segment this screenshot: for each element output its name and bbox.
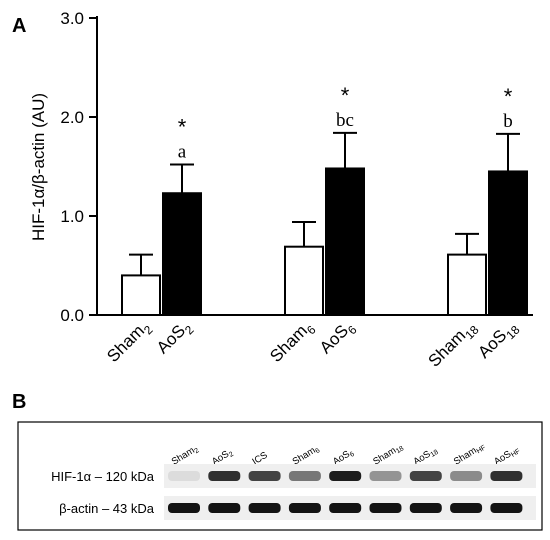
significance-star: * bbox=[504, 84, 513, 109]
blot-band bbox=[248, 471, 281, 481]
x-tick-label: Sham6 bbox=[266, 316, 319, 369]
bar bbox=[488, 170, 528, 316]
bar bbox=[162, 192, 202, 316]
blot-band bbox=[208, 503, 241, 513]
blot-band bbox=[288, 503, 321, 513]
blot-band bbox=[369, 503, 402, 513]
x-tick-label: AoS2 bbox=[153, 316, 197, 360]
blot-band bbox=[329, 503, 362, 513]
panel-b-label: B bbox=[12, 391, 26, 413]
bar bbox=[325, 167, 365, 316]
blot-band bbox=[168, 471, 200, 481]
blot-band bbox=[369, 471, 402, 481]
bar-chart: 0.01.02.03.0 HIF-1α/β-actin (AU) *a*bc*b… bbox=[29, 9, 533, 373]
x-tick-label: Sham18 bbox=[425, 316, 482, 373]
western-blot: Sham2 AoS2 ICS Sham6 AoS6 Sham18 AoS18 ShamHF Ao… bbox=[51, 444, 536, 520]
significance-star: * bbox=[341, 83, 350, 108]
x-tick-label: AoS18 bbox=[474, 316, 523, 365]
blot-band bbox=[450, 471, 483, 481]
y-axis-label: HIF-1α/β-actin (AU) bbox=[29, 93, 48, 241]
blot-band bbox=[450, 503, 483, 513]
y-tick-label: 3.0 bbox=[60, 9, 84, 28]
x-axis-labels: Sham2AoS2Sham6AoS6Sham18AoS18ShamHFAoSHF bbox=[103, 316, 523, 373]
significance-star: * bbox=[178, 115, 187, 140]
bar bbox=[447, 253, 487, 316]
blot-band bbox=[409, 471, 442, 481]
bar bbox=[121, 274, 161, 316]
blot-band bbox=[490, 503, 523, 513]
bar bbox=[284, 245, 324, 316]
x-tick-label: Sham2 bbox=[103, 316, 156, 369]
panel-a-label: A bbox=[12, 15, 26, 37]
blot-band bbox=[288, 471, 321, 481]
group-letter: b bbox=[503, 111, 513, 132]
blot-band bbox=[329, 471, 362, 481]
blot-row-label: HIF-1α – 120 kDa bbox=[51, 469, 155, 484]
y-tick-label: 2.0 bbox=[60, 108, 84, 127]
group-letter: a bbox=[178, 142, 187, 163]
group-letter: bc bbox=[336, 110, 354, 131]
blot-row-label: β-actin – 43 kDa bbox=[59, 501, 155, 516]
bars: *a*bc*b*c bbox=[97, 83, 533, 316]
x-tick-label: AoS6 bbox=[316, 316, 360, 360]
blot-band bbox=[490, 471, 523, 481]
y-tick-label: 1.0 bbox=[60, 207, 84, 226]
blot-band bbox=[409, 503, 442, 513]
blot-band bbox=[168, 503, 200, 513]
blot-band bbox=[208, 471, 241, 481]
y-tick-label: 0.0 bbox=[60, 306, 84, 325]
blot-band bbox=[248, 503, 281, 513]
y-axis: 0.0 1.0 2.0 3.0 bbox=[60, 9, 98, 325]
blot-frame bbox=[17, 421, 543, 531]
